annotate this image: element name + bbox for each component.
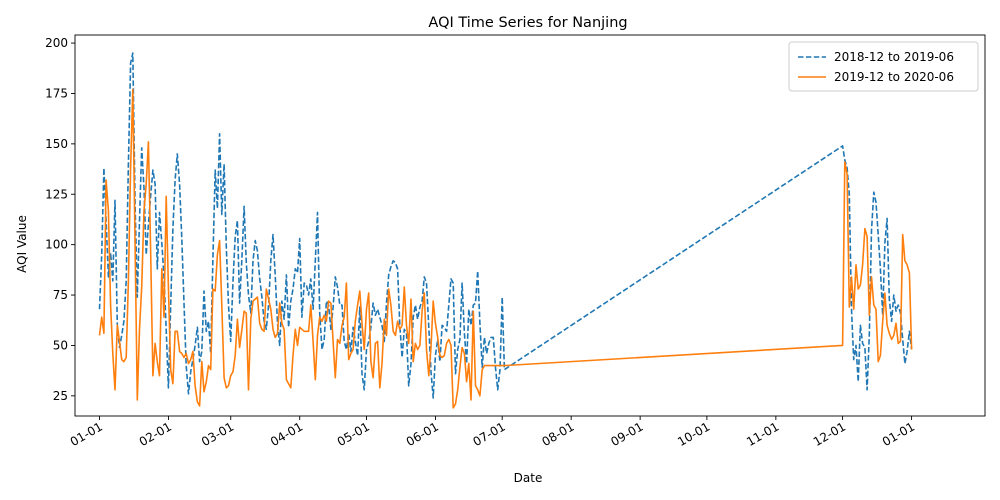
y-tick-label: 75 <box>53 288 68 302</box>
series-line-1 <box>98 52 913 399</box>
legend-label-1: 2018-12 to 2019-06 <box>834 50 954 64</box>
chart-title: AQI Time Series for Nanjing <box>428 15 627 31</box>
y-tick-label: 125 <box>45 187 68 201</box>
y-axis-title: AQI Value <box>15 215 29 273</box>
legend-label-2: 2019-12 to 2020-06 <box>834 70 954 84</box>
legend-box <box>788 41 979 92</box>
x-axis-title: Date <box>514 471 543 485</box>
y-tick-label: 50 <box>53 338 68 352</box>
plot-area <box>74 34 986 417</box>
plot-frame <box>74 34 986 417</box>
y-tick-label: 150 <box>45 137 68 151</box>
y-tick-label: 100 <box>45 238 68 252</box>
y-tick-label: 25 <box>53 389 68 403</box>
y-tick-label: 200 <box>45 36 68 50</box>
legend: 2018-12 to 2019-06 2019-12 to 2020-06 <box>788 41 979 92</box>
y-axis: 25 50 75 100 125 150 175 200 <box>45 36 75 403</box>
y-tick-label: 175 <box>45 86 68 100</box>
series-line-2 <box>98 88 913 409</box>
